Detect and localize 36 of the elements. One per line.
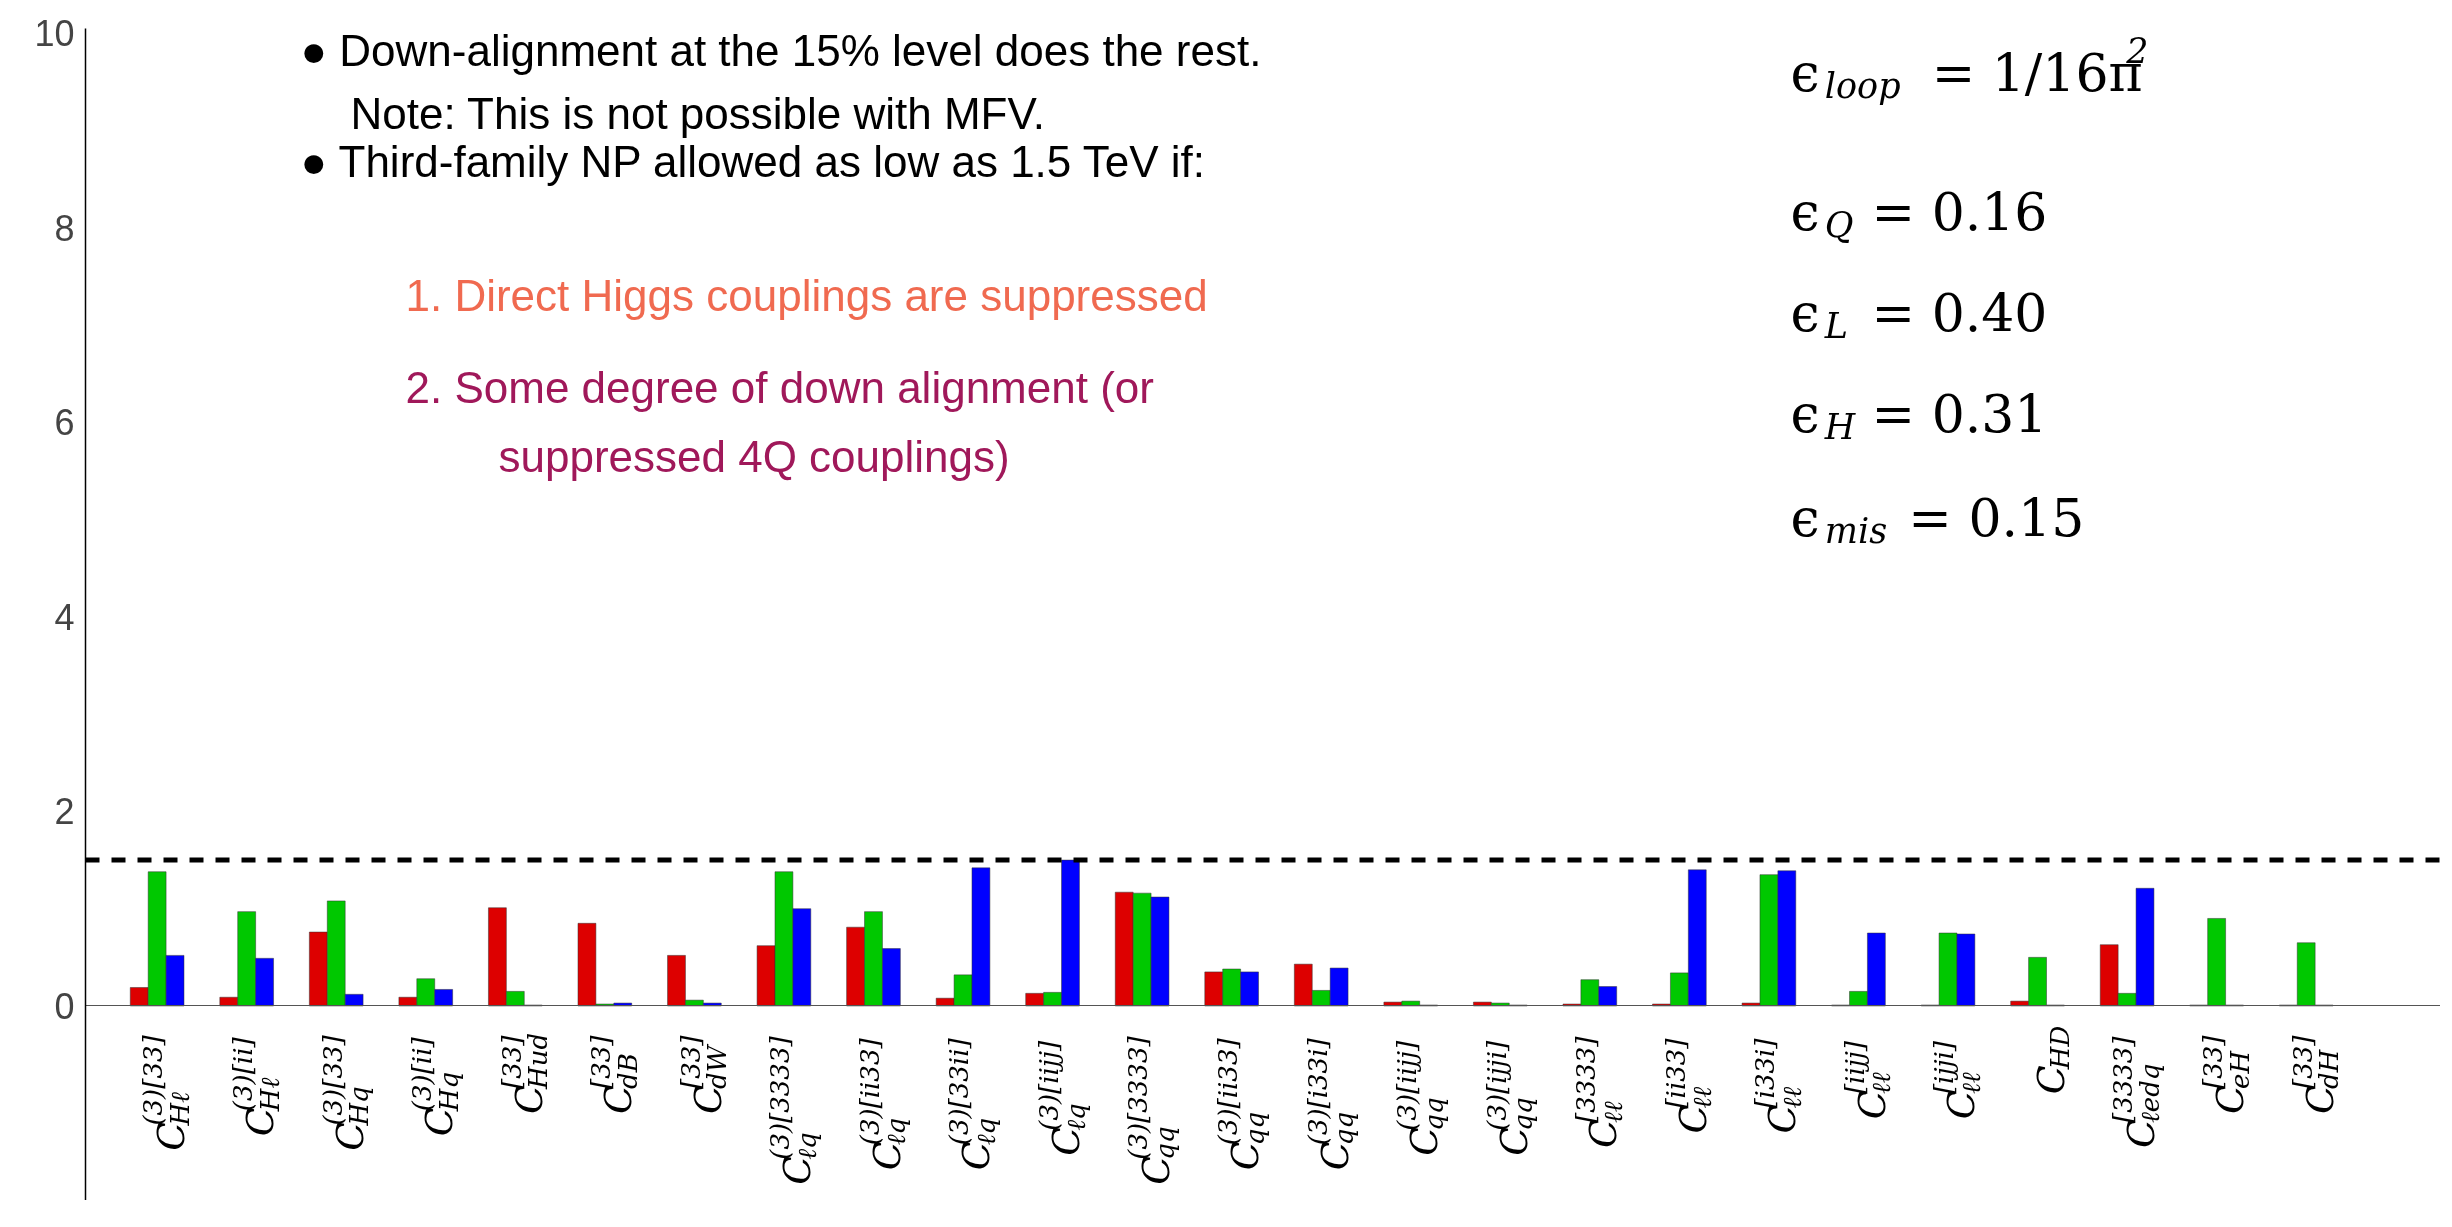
x-tick-label: C(3)[ii33]ℓq <box>854 1037 912 1171</box>
x-tick-label: C[iijj]ℓℓ <box>1839 1040 1897 1120</box>
x-tick-label: C[33]dW <box>675 1034 733 1114</box>
x-tick-label: C(3)[3333]ℓq <box>765 1035 822 1185</box>
y-tick-label: 4 <box>54 596 75 638</box>
y-tick-label: 0 <box>54 985 75 1027</box>
x-tick-label: C(3)[33]Hℓ <box>138 1034 196 1151</box>
x-tick-label: C(3)[ii33]qq <box>1212 1037 1270 1171</box>
y-tick-label: 6 <box>54 402 75 444</box>
x-tick-label: C[ii33]ℓℓ <box>1660 1037 1718 1134</box>
annotation: ● Third-family NP allowed as low as 1.5 TeV if: <box>300 137 1206 187</box>
x-tick-label: C(3)[33ii]ℓq <box>944 1037 1001 1171</box>
x-tick-label: C[3333]ℓℓ <box>1571 1035 1628 1149</box>
x-tick-label: C[33]eH <box>2197 1034 2255 1114</box>
x-tick-label: C[i33i]ℓℓ <box>1750 1037 1807 1134</box>
x-tick-label: C(3)[ii]Hℓ <box>228 1036 285 1137</box>
x-tick-label: C(3)[3333]qq <box>1123 1035 1181 1185</box>
x-tick-label: C[33]Hud <box>496 1032 554 1114</box>
x-tick-label: C(3)[iijj]qq <box>1392 1040 1449 1156</box>
annotation: Note: This is not possible with MFV. <box>350 88 1046 138</box>
annotation: 1. Direct Higgs couplings are suppressed <box>405 270 1208 320</box>
y-tick-label: 2 <box>54 791 75 833</box>
x-tick-label: C(3)[i33i]qq <box>1302 1037 1360 1171</box>
annotation: suppressed 4Q couplings) <box>498 432 1010 482</box>
annotation: 2. Some degree of down alignment (or <box>405 362 1154 412</box>
x-tick-label: C[33]dH <box>2287 1034 2345 1114</box>
x-tick-label: C[ijji]ℓℓ <box>1929 1040 1986 1120</box>
x-tick-label: C(3)[iijj]ℓq <box>1033 1040 1091 1156</box>
annotation: ● Down-alignment at the 15% level does the rest. <box>300 26 1262 76</box>
y-tick-label: 8 <box>54 207 75 249</box>
y-tick-label: 10 <box>34 13 75 55</box>
x-tick-label: C[33]dB <box>586 1034 643 1114</box>
x-tick-label: C(3)[33]Hq <box>317 1034 375 1151</box>
x-tick-label: C(3)[ii]Hq <box>407 1036 464 1137</box>
x-tick-label: C[3333]ℓedq <box>2108 1035 2166 1149</box>
x-tick-label: C(3)[ijji]qq <box>1481 1040 1539 1156</box>
